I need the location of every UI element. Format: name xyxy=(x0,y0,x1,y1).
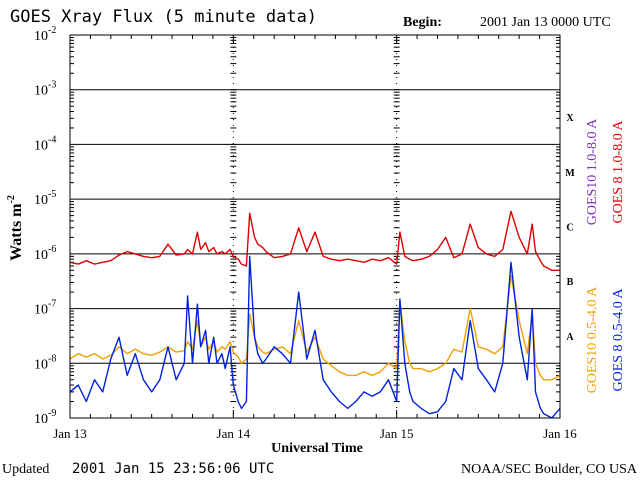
begin-label: Begin: xyxy=(403,15,442,30)
series-line-2 xyxy=(70,255,560,418)
x-tick-label-0: Jan 13 xyxy=(53,426,87,441)
x-tick-label-2: Jan 15 xyxy=(380,426,414,441)
y-axis-label: Watts m-2 xyxy=(6,195,25,261)
legend-short-channel: GOES10 0.5-4.0 A GOES 8 0.5-4.0 A xyxy=(585,286,626,393)
flare-class-labels: X M C B A xyxy=(565,113,575,343)
flare-class-M: M xyxy=(565,168,575,179)
series-layer xyxy=(70,210,560,418)
chart-title: GOES Xray Flux (5 minute data) xyxy=(10,7,317,27)
legend-long-channel: GOES10 1.0-8.0 A GOES 8 1.0-8.0 A xyxy=(585,118,626,225)
y-tick-label-4: 10-6 xyxy=(34,244,56,263)
y-tick-label-7: 10-9 xyxy=(34,408,56,427)
plot-frame xyxy=(69,34,561,419)
begin-value: 2001 Jan 13 0000 UTC xyxy=(480,15,611,30)
updated-value: 2001 Jan 15 23:56:06 UTC xyxy=(72,461,274,477)
plot-area xyxy=(69,34,561,419)
flare-class-A: A xyxy=(566,332,574,343)
y-tick-labels: 10-2 10-3 10-4 10-5 10-6 10-7 10-8 10-9 xyxy=(34,25,56,427)
series-line-0 xyxy=(70,210,560,271)
flare-class-B: B xyxy=(567,277,574,288)
legend-long-1: GOES 8 1.0-8.0 A xyxy=(611,120,626,224)
y-tick-label-0: 10-2 xyxy=(34,25,56,44)
y-tick-label-6: 10-8 xyxy=(34,353,56,372)
y-tick-label-1: 10-3 xyxy=(34,80,56,99)
x-axis-label: Universal Time xyxy=(271,441,363,456)
credit-text: NOAA/SEC Boulder, CO USA xyxy=(461,462,638,477)
legend-long-0: GOES10 1.0-8.0 A xyxy=(585,118,600,225)
grid xyxy=(69,34,561,419)
updated-label: Updated xyxy=(2,462,49,477)
legend-short-0: GOES10 0.5-4.0 A xyxy=(585,286,600,393)
legend-short-1: GOES 8 0.5-4.0 A xyxy=(611,288,626,392)
flare-class-C: C xyxy=(566,223,573,234)
y-tick-label-2: 10-4 xyxy=(34,134,56,153)
x-tick-label-3: Jan 16 xyxy=(543,426,577,441)
y-tick-label-5: 10-7 xyxy=(34,299,56,318)
series-line-1 xyxy=(70,274,560,381)
flare-class-X: X xyxy=(566,113,574,124)
x-tick-label-1: Jan 14 xyxy=(217,426,251,441)
x-tick-labels: Jan 13 Jan 14 Jan 15 Jan 16 xyxy=(53,426,577,441)
y-tick-label-3: 10-5 xyxy=(34,189,56,208)
